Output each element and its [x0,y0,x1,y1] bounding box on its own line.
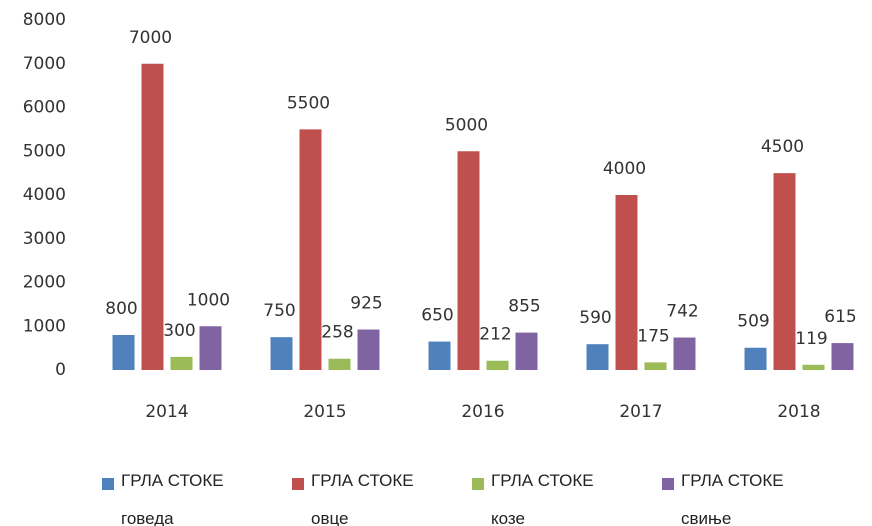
legend-label: ГРЛА СТОКЕ овце [311,471,414,526]
legend-label: ГРЛА СТОКЕ свиње [681,471,784,526]
value-label: 175 [637,326,669,346]
y-tick-label: 5000 [23,141,66,161]
bar [170,356,193,370]
value-label: 590 [579,308,611,328]
bar [112,335,135,370]
value-label: 119 [795,329,827,349]
bar [586,344,609,370]
y-tick-label: 8000 [23,10,66,30]
bar [357,329,380,370]
y-tick-label: 7000 [23,54,66,74]
y-tick-label: 2000 [23,273,66,293]
legend-item: ГРЛА СТОКЕ козе [472,471,594,526]
chart: 0 1000 2000 3000 4000 5000 6000 7000 8000 2014 800… [23,10,857,422]
x-tick-label: 2015 [303,402,346,422]
bar [644,362,667,370]
value-label: 258 [321,323,353,343]
bar [673,337,696,370]
bar [457,151,480,370]
value-label: 300 [163,321,195,341]
y-tick-label: 4000 [23,185,66,205]
legend-swatch [662,478,674,490]
legend-label: ГРЛА СТОКЕ козе [491,471,594,526]
x-tick-label: 2014 [145,402,188,422]
bar [773,173,796,370]
value-label: 800 [105,299,137,319]
bar [831,343,854,370]
value-label: 4500 [761,137,804,157]
value-label: 925 [350,294,382,314]
value-label: 5000 [445,115,488,135]
bar [428,341,451,370]
legend-label: ГРЛА СТОКЕ говеда [121,471,224,526]
x-tick-label: 2016 [461,402,504,422]
bar [515,332,538,370]
value-label: 750 [263,301,295,321]
x-tick-label: 2017 [619,402,662,422]
value-label: 509 [737,312,769,332]
value-label: 742 [666,302,698,322]
bar [299,129,322,370]
bar [744,347,767,370]
legend-item: ГРЛА СТОКЕ овце [292,471,414,526]
legend-item: ГРЛА СТОКЕ свиње [662,471,784,526]
bar [486,360,509,370]
bar [199,326,222,370]
value-label: 1000 [187,290,230,310]
value-label: 650 [421,306,453,326]
legend-item: ГРЛА СТОКЕ говеда [102,471,224,526]
y-tick-label: 6000 [23,98,66,118]
x-tick-label: 2018 [777,402,820,422]
y-tick-label: 1000 [23,316,66,336]
value-label: 212 [479,325,511,345]
y-tick-label: 0 [55,360,66,380]
value-label: 4000 [603,159,646,179]
y-tick-label: 3000 [23,229,66,249]
legend-swatch [102,478,114,490]
value-label: 855 [508,297,540,317]
value-label: 5500 [287,93,330,113]
bar [615,195,638,370]
value-label: 615 [824,307,856,327]
legend-swatch [292,478,304,490]
value-label: 7000 [129,28,172,48]
legend-swatch [472,478,484,490]
bar [328,358,351,370]
bar [270,337,293,370]
bar [141,63,164,370]
bar [802,364,825,370]
